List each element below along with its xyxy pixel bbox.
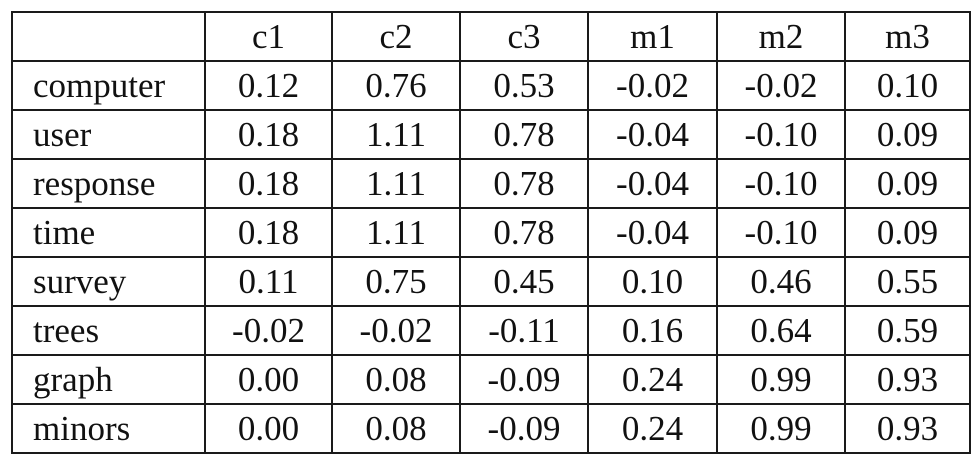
table-header: c1 c2 c3 m1 m2 m3 (11, 11, 971, 62)
value-cell: 0.78 (459, 109, 589, 160)
row-label: user (11, 109, 206, 160)
value-cell: -0.10 (716, 109, 846, 160)
value-cell: 0.10 (587, 256, 718, 307)
value-cell: 0.10 (844, 60, 971, 111)
value-cell: 0.64 (716, 305, 846, 356)
table-body: computer 0.12 0.76 0.53 -0.02 -0.02 0.10… (11, 60, 971, 454)
value-cell: -0.02 (716, 60, 846, 111)
row-label: computer (11, 60, 206, 111)
value-cell: 0.12 (204, 60, 333, 111)
row-label: survey (11, 256, 206, 307)
value-cell: 1.11 (331, 207, 461, 258)
row-label: graph (11, 354, 206, 405)
corner-cell (11, 11, 206, 62)
value-cell: -0.11 (459, 305, 589, 356)
value-cell: 0.09 (844, 109, 971, 160)
table-container: c1 c2 c3 m1 m2 m3 computer 0.12 0.76 0.5… (11, 11, 971, 454)
row-label: time (11, 207, 206, 258)
value-cell: 0.00 (204, 403, 333, 454)
column-header: c2 (331, 11, 461, 62)
value-cell: -0.09 (459, 403, 589, 454)
value-cell: 0.00 (204, 354, 333, 405)
value-cell: 0.59 (844, 305, 971, 356)
table-row: graph 0.00 0.08 -0.09 0.24 0.99 0.93 (11, 354, 971, 405)
value-cell: 0.11 (204, 256, 333, 307)
table-row: response 0.18 1.11 0.78 -0.04 -0.10 0.09 (11, 158, 971, 209)
value-cell: 0.09 (844, 158, 971, 209)
table-row: minors 0.00 0.08 -0.09 0.24 0.99 0.93 (11, 403, 971, 454)
value-cell: -0.04 (587, 207, 718, 258)
column-header: m3 (844, 11, 971, 62)
row-label: response (11, 158, 206, 209)
table-row: time 0.18 1.11 0.78 -0.04 -0.10 0.09 (11, 207, 971, 258)
value-cell: 0.99 (716, 354, 846, 405)
column-header: c1 (204, 11, 333, 62)
value-cell: 0.24 (587, 354, 718, 405)
value-cell: 0.18 (204, 109, 333, 160)
table-row: trees -0.02 -0.02 -0.11 0.16 0.64 0.59 (11, 305, 971, 356)
value-cell: 0.46 (716, 256, 846, 307)
value-cell: -0.04 (587, 158, 718, 209)
value-cell: 0.53 (459, 60, 589, 111)
column-header: c3 (459, 11, 589, 62)
row-label: trees (11, 305, 206, 356)
column-header: m1 (587, 11, 718, 62)
value-cell: 0.45 (459, 256, 589, 307)
value-cell: 0.08 (331, 403, 461, 454)
value-cell: 0.93 (844, 354, 971, 405)
value-cell: 0.75 (331, 256, 461, 307)
table-row: survey 0.11 0.75 0.45 0.10 0.46 0.55 (11, 256, 971, 307)
value-cell: 0.18 (204, 158, 333, 209)
value-cell: -0.02 (204, 305, 333, 356)
value-cell: 0.99 (716, 403, 846, 454)
column-header: m2 (716, 11, 846, 62)
value-cell: 1.11 (331, 158, 461, 209)
value-cell: -0.10 (716, 207, 846, 258)
table-row: computer 0.12 0.76 0.53 -0.02 -0.02 0.10 (11, 60, 971, 111)
header-row: c1 c2 c3 m1 m2 m3 (11, 11, 971, 62)
value-cell: 0.55 (844, 256, 971, 307)
value-cell: 0.78 (459, 158, 589, 209)
value-cell: 0.24 (587, 403, 718, 454)
value-cell: 0.93 (844, 403, 971, 454)
term-document-matrix-table: c1 c2 c3 m1 m2 m3 computer 0.12 0.76 0.5… (11, 11, 971, 454)
value-cell: 0.16 (587, 305, 718, 356)
value-cell: -0.09 (459, 354, 589, 405)
table-row: user 0.18 1.11 0.78 -0.04 -0.10 0.09 (11, 109, 971, 160)
value-cell: -0.02 (331, 305, 461, 356)
value-cell: 0.08 (331, 354, 461, 405)
value-cell: 0.76 (331, 60, 461, 111)
row-label: minors (11, 403, 206, 454)
value-cell: -0.02 (587, 60, 718, 111)
value-cell: -0.10 (716, 158, 846, 209)
value-cell: 0.09 (844, 207, 971, 258)
value-cell: 1.11 (331, 109, 461, 160)
value-cell: 0.18 (204, 207, 333, 258)
value-cell: 0.78 (459, 207, 589, 258)
value-cell: -0.04 (587, 109, 718, 160)
